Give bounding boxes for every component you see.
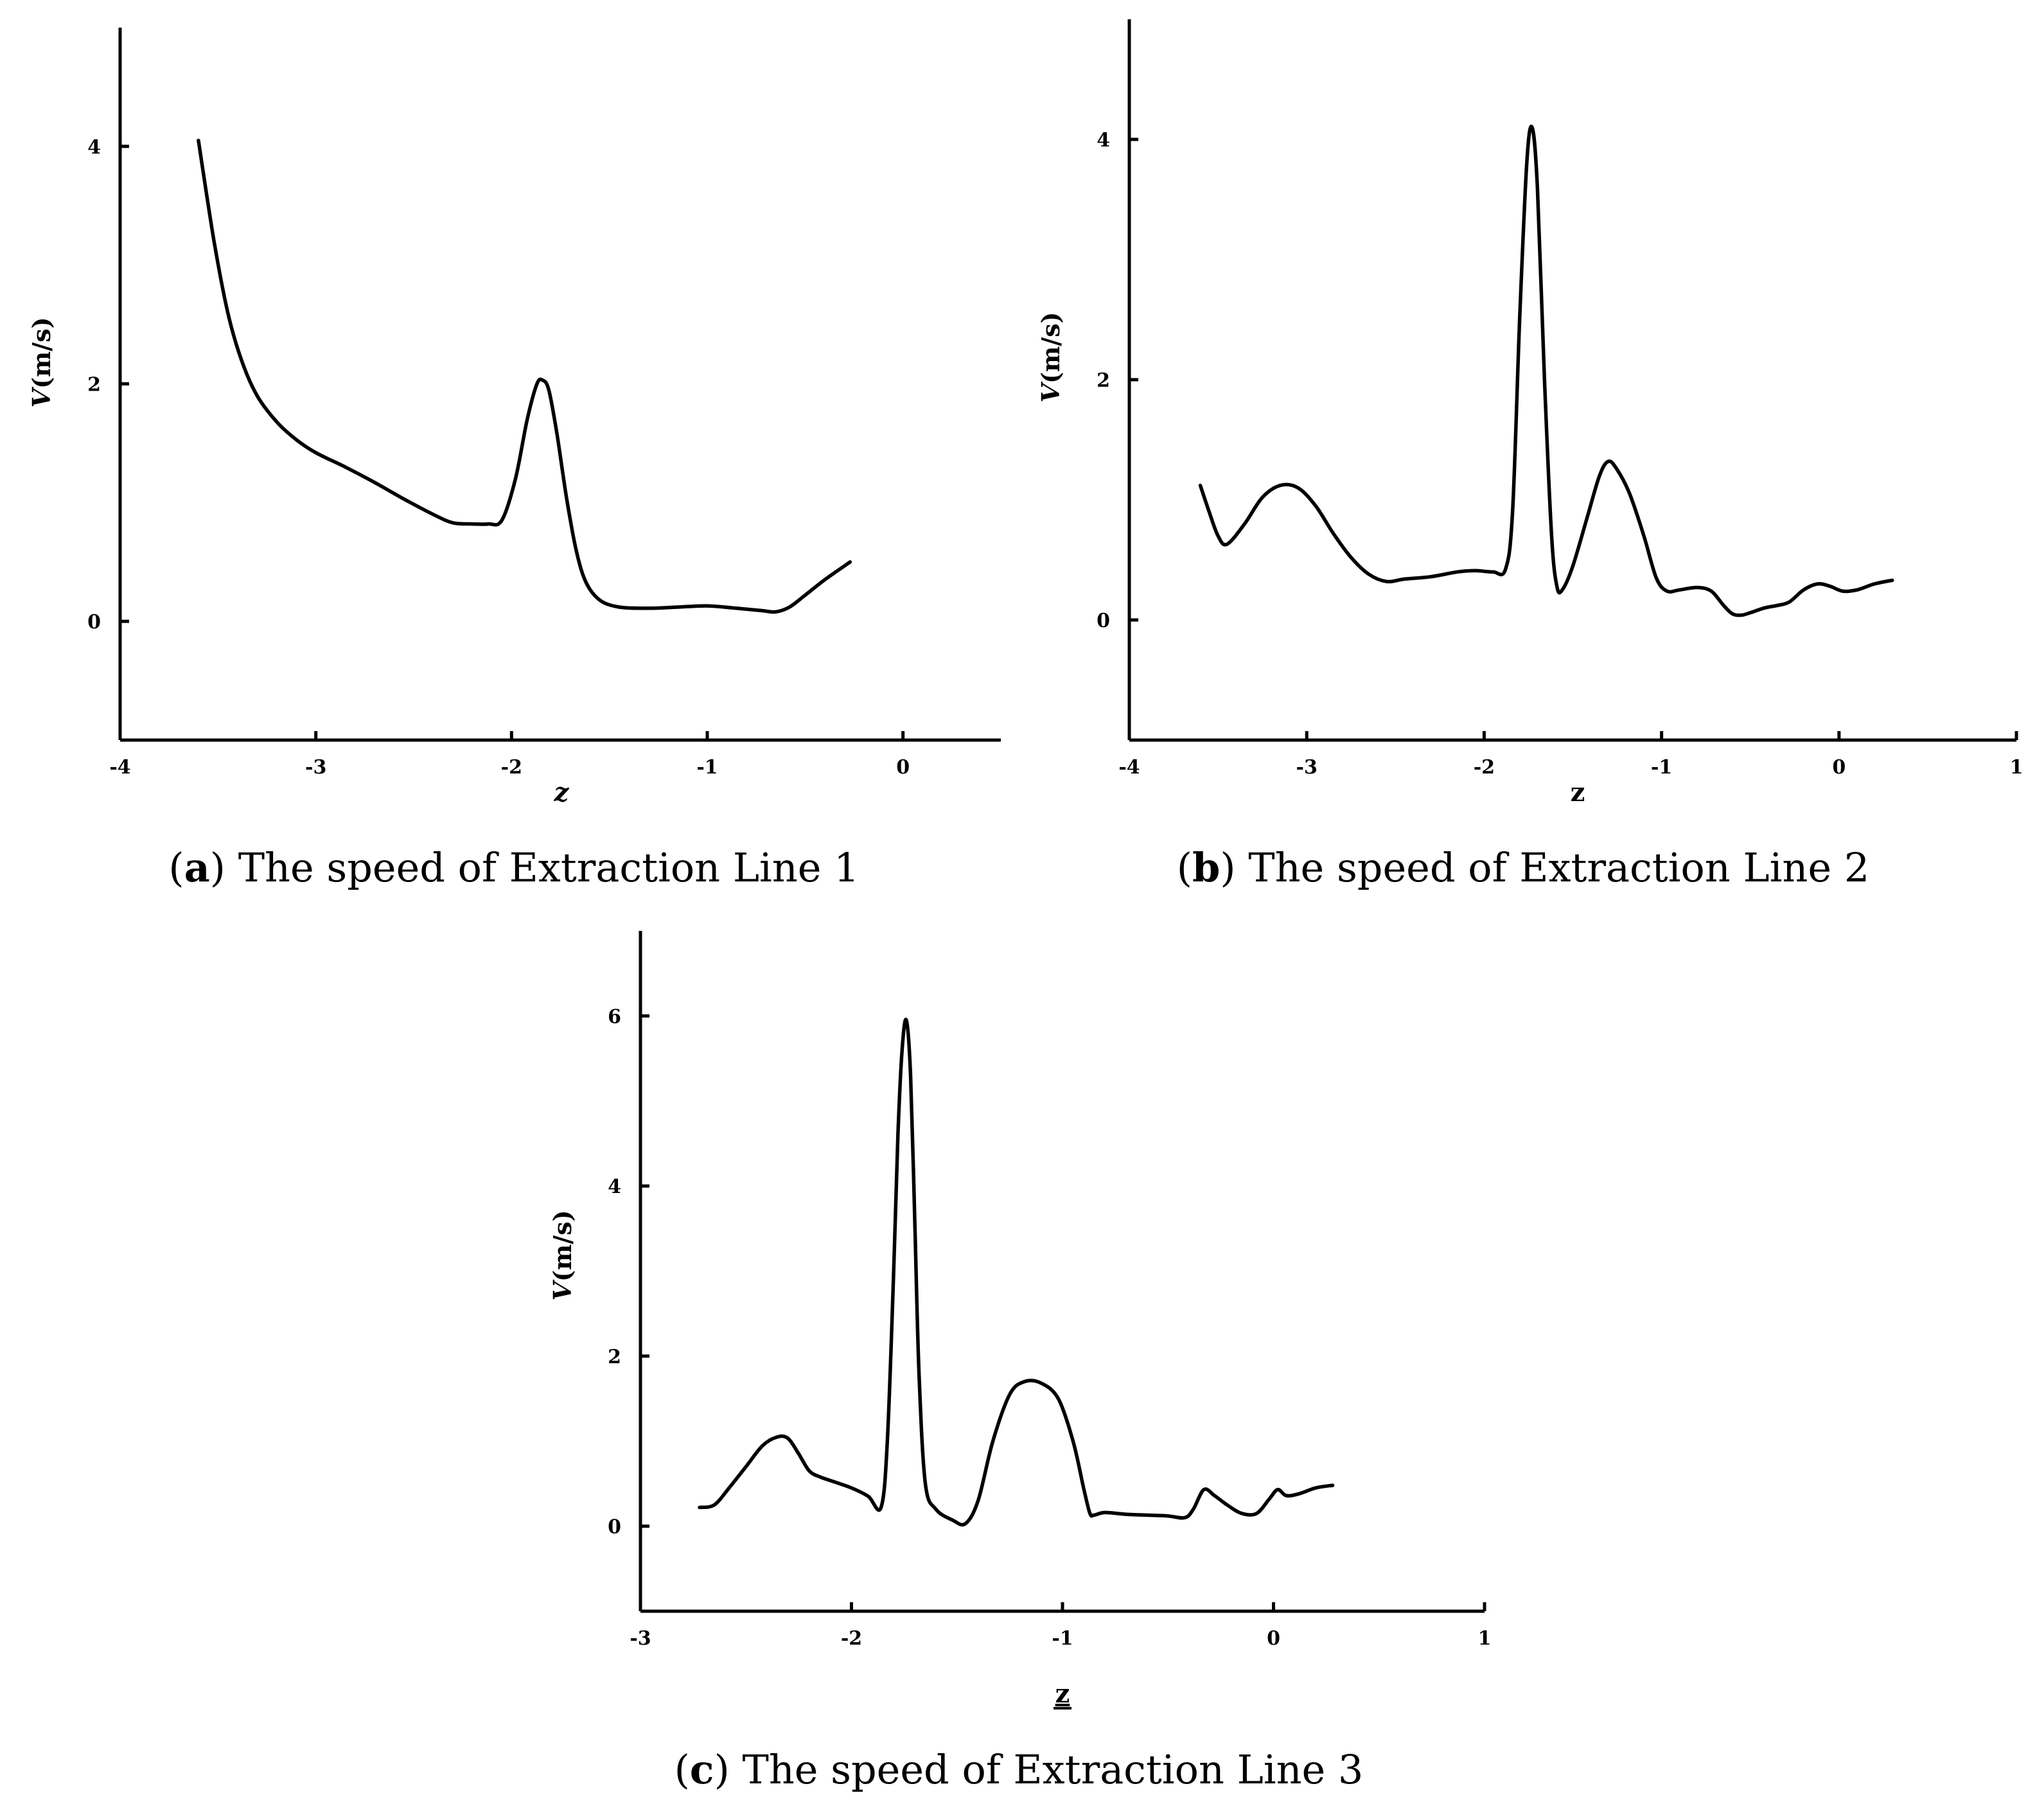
panel-b-x-tick-label: -3 xyxy=(1296,756,1318,779)
panel-c-x-tick-label: -3 xyxy=(630,1627,651,1650)
panel-b: -4 -3 -2 -1 0 1 0 2 4 V(m/s) z (b) The speed of… xyxy=(1036,19,2023,891)
panel-a-y-tick-label: 4 xyxy=(87,136,101,159)
panel-c-y-tick-label: 4 xyxy=(608,1176,621,1198)
panel-c-y-tick-label: 6 xyxy=(608,1005,621,1028)
panel-c-series-line xyxy=(698,1018,1335,1527)
panel-a-series-line xyxy=(197,138,852,614)
panel-c-x-ticks: -3 -2 -1 0 1 xyxy=(630,1602,1491,1650)
panel-a-x-tick-label: -1 xyxy=(696,756,718,779)
panel-b-x-tick-label: -4 xyxy=(1118,756,1140,779)
panel-a-y-tick-label: 2 xyxy=(87,374,101,396)
panel-b-x-tick-label: -2 xyxy=(1474,756,1495,779)
panel-c-y-tick-label: 0 xyxy=(608,1516,621,1539)
panel-b-y-label: V(m/s) xyxy=(1036,312,1065,403)
panel-b-series-line xyxy=(1198,125,1894,617)
panel-a-y-label: V(m/s) xyxy=(27,317,56,408)
panel-a-x-tick-label: -2 xyxy=(501,756,522,779)
panel-a-y-ticks: 0 2 4 xyxy=(87,136,129,633)
panel-c-y-ticks: 0 2 4 6 xyxy=(608,1005,649,1539)
panel-c: -3 -2 -1 0 1 0 2 4 6 V(m/s) z (c) The speed of … xyxy=(548,931,1491,1793)
panel-c-x-tick-label: 0 xyxy=(1267,1627,1280,1650)
panel-c-x-tick-label: -2 xyxy=(841,1627,862,1650)
panel-b-x-tick-label: -1 xyxy=(1651,756,1672,779)
panel-c-x-tick-label: -1 xyxy=(1052,1627,1073,1650)
panel-b-caption: (b) The speed of Extraction Line 2 xyxy=(1177,844,1869,891)
panel-b-y-tick-label: 0 xyxy=(1097,610,1110,632)
panel-a: -4 -3 -2 -1 0 0 2 4 V(m/s) z (a) The speed of … xyxy=(27,28,1001,891)
panel-c-x-label: z xyxy=(1055,1679,1070,1709)
panel-a-x-tick-label: -4 xyxy=(109,756,130,779)
panel-a-y-tick-label: 0 xyxy=(87,611,101,633)
panel-a-caption: (a) The speed of Extraction Line 1 xyxy=(168,844,859,891)
panel-b-x-label: z xyxy=(1571,777,1585,808)
panel-b-x-ticks: -4 -3 -2 -1 0 1 xyxy=(1118,731,2023,779)
panel-b-y-tick-label: 2 xyxy=(1097,369,1110,392)
panel-a-x-ticks: -4 -3 -2 -1 0 xyxy=(109,731,910,779)
panel-b-x-tick-label: 1 xyxy=(2010,756,2024,779)
panel-b-y-ticks: 0 2 4 xyxy=(1097,129,1138,632)
panel-c-caption: (c) The speed of Extraction Line 3 xyxy=(675,1746,1364,1793)
panel-a-x-tick-label: 0 xyxy=(896,756,910,779)
panel-b-y-tick-label: 4 xyxy=(1097,129,1110,152)
panel-a-x-label: z xyxy=(554,777,570,808)
panel-c-y-tick-label: 2 xyxy=(608,1346,621,1368)
panel-c-x-tick-label: 1 xyxy=(1478,1627,1492,1650)
panel-c-y-label: V(m/s) xyxy=(548,1210,577,1301)
panel-b-x-tick-label: 0 xyxy=(1832,756,1846,779)
panel-a-x-tick-label: -3 xyxy=(305,756,326,779)
